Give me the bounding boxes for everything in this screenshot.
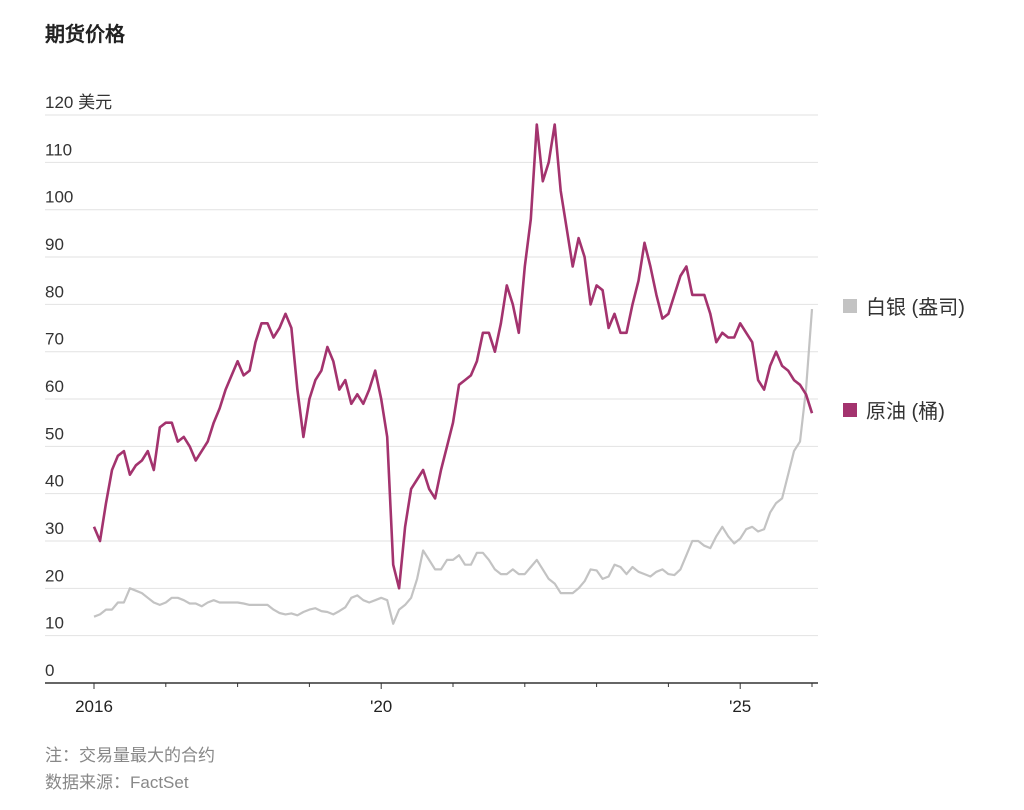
y-tick-label: 100 xyxy=(45,188,73,207)
chart-source: 数据来源：FactSet xyxy=(45,773,189,792)
y-tick-label: 110 xyxy=(45,140,72,159)
legend-label-silver: 白银 (盎司) xyxy=(866,297,965,319)
y-tick-label: 80 xyxy=(45,282,64,301)
series-line-silver xyxy=(93,309,814,625)
y-tick-label: 60 xyxy=(45,377,64,396)
y-tick-label: 30 xyxy=(45,519,64,538)
legend-label-oil: 原油 (桶) xyxy=(866,401,945,423)
y-tick-label: 20 xyxy=(45,566,64,585)
y-tick-label: 70 xyxy=(45,330,64,349)
legend-swatch-oil xyxy=(843,402,857,417)
y-tick-label: 120 美元 xyxy=(45,93,112,112)
y-tick-label: 50 xyxy=(45,424,64,443)
x-tick-label: '20 xyxy=(370,697,392,716)
chart-note: 注：交易量最大的合约 xyxy=(45,746,215,765)
chart-title: 期货价格 xyxy=(45,24,125,46)
legend-item-oil: 原油 (桶) xyxy=(843,395,945,424)
y-tick-label: 0 xyxy=(45,661,54,680)
legend-swatch-silver xyxy=(843,298,857,313)
legend-item-silver: 白银 (盎司) xyxy=(843,291,965,320)
x-tick-label: '25 xyxy=(729,697,751,716)
y-tick-label: 90 xyxy=(45,235,64,254)
y-tick-label: 10 xyxy=(45,614,64,633)
y-tick-label: 40 xyxy=(45,472,64,491)
series-line-oil xyxy=(92,123,814,590)
x-tick-label: 2016 xyxy=(75,697,113,716)
